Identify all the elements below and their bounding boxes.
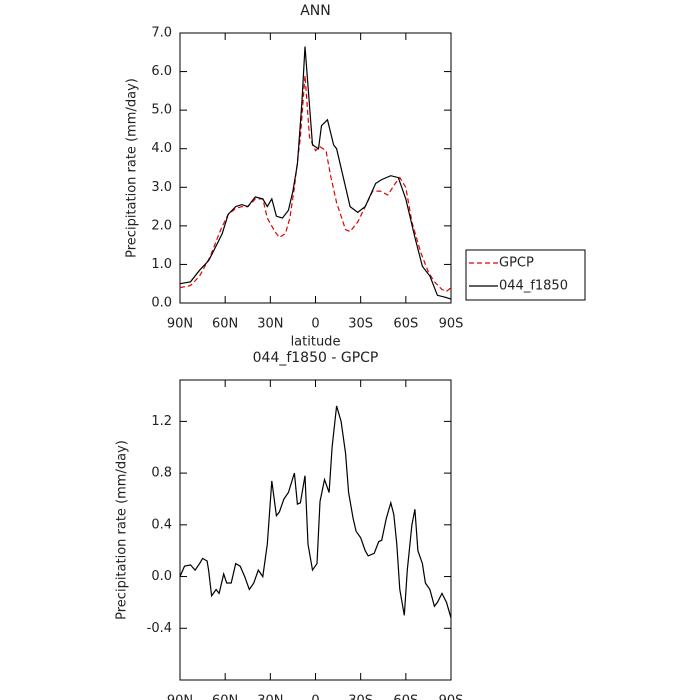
data-line — [179, 75, 452, 293]
y-tick-label: 1.2 — [151, 414, 172, 429]
plot-frame — [179, 379, 452, 681]
x-tick-label: 90S — [439, 317, 464, 332]
x-tick-label: 30N — [257, 317, 283, 332]
y-tick-label: 0.0 — [151, 569, 172, 584]
y-tick-label: 2.0 — [151, 218, 172, 233]
chart-title: 044_f1850 - GPCP — [253, 350, 379, 366]
data-line — [179, 405, 452, 619]
x-tick-label: 30N — [257, 694, 283, 700]
y-tick-label: 3.0 — [151, 180, 172, 195]
y-tick-label: 4.0 — [151, 141, 172, 156]
x-tick-label: 0 — [311, 317, 319, 332]
x-tick-label: 60N — [212, 694, 238, 700]
x-axis-label: latitude — [291, 335, 341, 350]
y-tick-label: 1.0 — [151, 257, 172, 272]
x-tick-label: 30S — [348, 317, 373, 332]
legend-box — [465, 249, 586, 301]
x-tick-label: 30S — [348, 694, 373, 700]
legend-label: 044_f1850 — [499, 279, 568, 294]
y-tick-label: 5.0 — [151, 103, 172, 118]
plot-frame — [179, 32, 452, 304]
y-tick-label: 0.0 — [151, 296, 172, 311]
x-tick-label: 90N — [167, 317, 193, 332]
x-tick-label: 0 — [311, 694, 319, 700]
x-tick-label: 60S — [393, 694, 418, 700]
y-tick-label: 6.0 — [151, 64, 172, 79]
data-line — [179, 46, 452, 300]
x-tick-label: 60S — [393, 317, 418, 332]
x-tick-label: 60N — [212, 317, 238, 332]
y-tick-label: 0.4 — [151, 517, 172, 532]
x-tick-label: 90N — [167, 694, 193, 700]
y-axis-label: Precipitation rate (mm/day) — [115, 440, 130, 620]
y-tick-label: 7.0 — [151, 26, 172, 41]
y-tick-label: -0.4 — [147, 621, 172, 636]
y-axis-label: Precipitation rate (mm/day) — [125, 78, 140, 258]
x-tick-label: 90S — [439, 694, 464, 700]
chart-title: ANN — [300, 3, 331, 19]
y-tick-label: 0.8 — [151, 466, 172, 481]
legend-label: GPCP — [499, 256, 534, 271]
